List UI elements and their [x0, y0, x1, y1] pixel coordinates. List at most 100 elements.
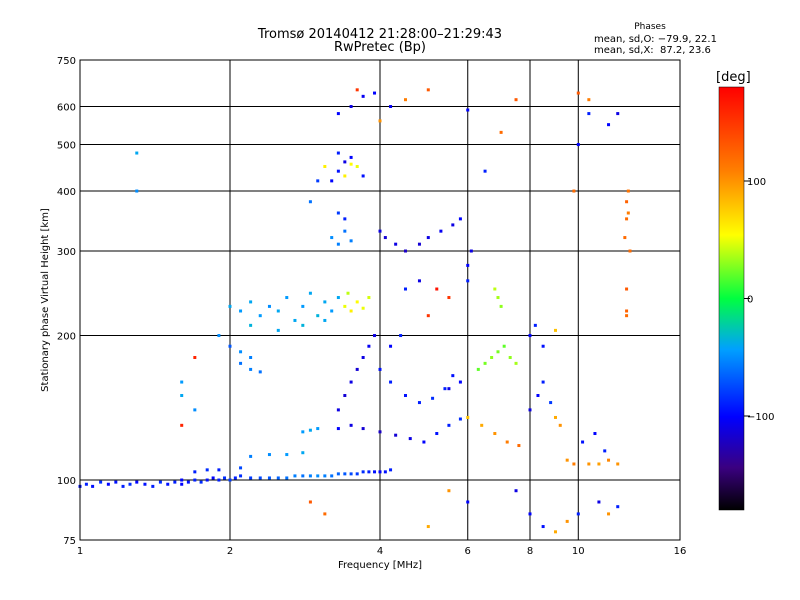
data-point	[603, 449, 607, 453]
data-point	[581, 440, 585, 444]
data-point	[373, 470, 377, 474]
data-point	[528, 408, 532, 412]
data-point	[239, 361, 243, 365]
data-point	[285, 296, 289, 300]
data-point	[249, 323, 253, 327]
data-point	[308, 200, 312, 204]
data-point	[383, 236, 387, 240]
data-point	[447, 423, 451, 427]
data-point	[565, 458, 569, 462]
data-point	[166, 482, 170, 486]
data-point	[276, 476, 280, 480]
data-point	[135, 189, 139, 193]
data-point	[426, 525, 430, 529]
data-point	[128, 482, 132, 486]
data-point	[483, 361, 487, 365]
data-point	[180, 394, 184, 398]
data-point	[361, 470, 365, 474]
data-point	[114, 480, 118, 484]
data-point	[361, 306, 365, 310]
data-point	[417, 242, 421, 246]
data-point	[336, 427, 340, 431]
chart-title: Tromsø 20140412 21:28:00–21:29:43	[257, 27, 503, 42]
plot-frame	[79, 59, 681, 541]
data-point	[493, 287, 497, 291]
data-point	[533, 323, 537, 327]
colorbar-tick-label: 0	[747, 295, 753, 306]
data-point	[355, 88, 359, 92]
data-point	[323, 164, 327, 168]
data-point	[249, 454, 253, 458]
data-point	[316, 427, 320, 431]
data-point	[508, 355, 512, 359]
data-point	[239, 350, 243, 354]
data-point	[426, 236, 430, 240]
data-point	[576, 143, 580, 147]
data-point	[607, 458, 611, 462]
data-point	[336, 112, 340, 116]
y-tick-label: 400	[57, 187, 76, 198]
data-point	[623, 236, 627, 240]
data-point	[301, 430, 305, 434]
data-point	[180, 478, 184, 482]
data-point	[316, 314, 320, 318]
data-point	[505, 440, 509, 444]
y-tick-label: 500	[57, 141, 76, 152]
data-point	[180, 423, 184, 427]
data-point	[490, 355, 494, 359]
data-point	[276, 309, 280, 313]
data-point	[389, 344, 393, 348]
data-point	[431, 396, 435, 400]
data-point	[558, 423, 562, 427]
data-point	[367, 296, 371, 300]
data-point	[597, 462, 601, 466]
data-point	[458, 380, 462, 384]
stats-line-o: mean, sd,O: −79.9, 22.1	[594, 34, 717, 45]
data-point	[193, 355, 197, 359]
data-point	[499, 304, 503, 308]
data-point	[349, 162, 353, 166]
data-point	[349, 380, 353, 384]
data-point	[228, 304, 232, 308]
data-point	[336, 242, 340, 246]
data-point	[496, 296, 500, 300]
data-point	[576, 512, 580, 516]
x-tick-label: 16	[674, 546, 687, 557]
data-point	[466, 108, 470, 112]
data-point	[514, 489, 518, 493]
data-point	[553, 328, 557, 332]
data-point	[228, 478, 232, 482]
colorbar-tick-label: 100	[747, 177, 766, 188]
data-point	[301, 474, 305, 478]
data-point	[389, 380, 393, 384]
y-tick-label: 300	[57, 247, 76, 258]
data-point	[514, 361, 518, 365]
data-point	[336, 169, 340, 173]
data-point	[267, 304, 271, 308]
stats-line-x: mean, sd,X: 87.2, 23.6	[594, 45, 711, 56]
data-point	[121, 484, 125, 488]
data-point	[517, 444, 521, 448]
data-point	[541, 380, 545, 384]
data-point	[367, 470, 371, 474]
x-tick-label: 6	[465, 546, 471, 557]
data-point	[355, 367, 359, 371]
data-point	[466, 415, 470, 419]
data-point	[373, 334, 377, 338]
data-point	[408, 437, 412, 441]
data-point	[553, 415, 557, 419]
data-point	[536, 394, 540, 398]
data-point	[258, 476, 262, 480]
data-point	[308, 291, 312, 295]
data-point	[343, 160, 347, 164]
data-point	[239, 309, 243, 313]
data-point	[355, 164, 359, 168]
data-point	[199, 480, 203, 484]
data-point	[528, 512, 532, 516]
colorbar	[718, 86, 745, 511]
data-point	[186, 480, 190, 484]
data-point	[343, 304, 347, 308]
data-point	[403, 98, 407, 102]
data-point	[378, 430, 382, 434]
data-point	[502, 344, 506, 348]
